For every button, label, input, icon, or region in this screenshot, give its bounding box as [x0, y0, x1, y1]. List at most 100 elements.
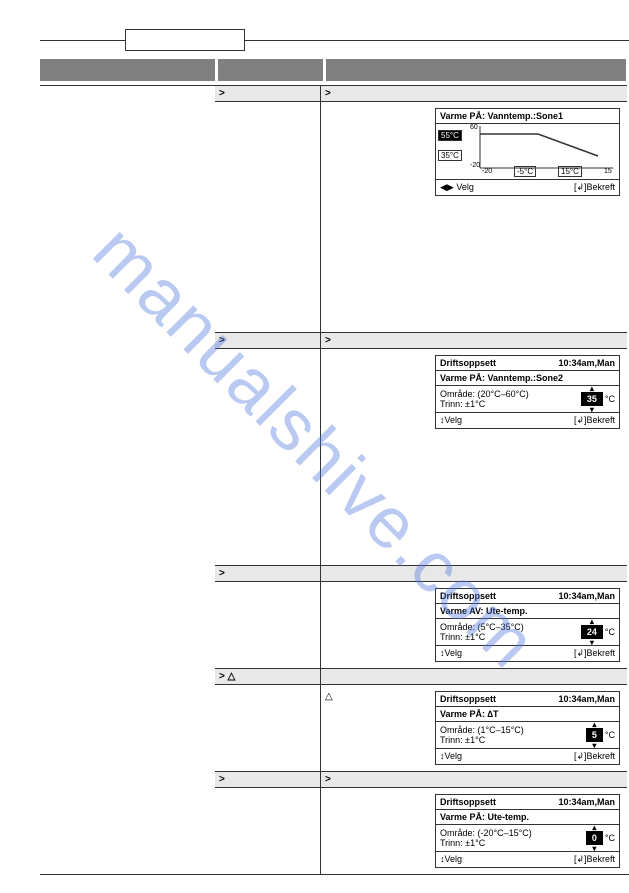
- title-left: Driftsoppsett: [440, 358, 496, 368]
- step-text: Trinn: ±1°C: [440, 399, 529, 409]
- foot-right[interactable]: [↲]Bekreft: [574, 182, 615, 193]
- value-box[interactable]: 0: [586, 831, 603, 845]
- section-head-right: >: [321, 86, 627, 101]
- header-col-3: [326, 59, 626, 81]
- panel-title: Driftsoppsett 10:34am,Man: [436, 692, 619, 707]
- range-text: Område: (5°C–35°C): [440, 622, 524, 632]
- panel-body: Område: (20°C–60°C) Trinn: ±1°C 35°C: [436, 386, 619, 412]
- section-body-right: [321, 202, 627, 332]
- panel-foot: ↕Velg [↲]Bekreft: [436, 412, 619, 428]
- panel-foot: ↕Velg [↲]Bekreft: [436, 851, 619, 867]
- section-body: [215, 435, 627, 565]
- panel-body: Område: (1°C–15°C) Trinn: ±1°C 5°C: [436, 722, 619, 748]
- foot-left[interactable]: ↕Velg: [440, 751, 462, 762]
- section-body-right: Driftsoppsett10:34am,Man Varme PÅ: Ute-t…: [321, 788, 627, 874]
- section-body: Driftsoppsett10:34am,Man Varme PÅ: Ute-t…: [215, 788, 627, 874]
- panel-body: Område: (-20°C–15°C) Trinn: ±1°C 0°C: [436, 825, 619, 851]
- x-l: -20: [482, 168, 492, 175]
- left-column: [40, 85, 215, 874]
- section-body: Driftsoppsett10:34am,Man Varme PÅ: Vannt…: [215, 349, 627, 435]
- foot-left[interactable]: ↕Velg: [440, 854, 462, 865]
- panel-foot: ↕Velg [↲]Bekreft: [436, 748, 619, 764]
- step-text: Trinn: ±1°C: [440, 735, 524, 745]
- section-body-right: Driftsoppsett10:34am,Man Varme PÅ: Vannt…: [321, 349, 627, 435]
- title-left: Driftsoppsett: [440, 694, 496, 704]
- value-panel: Driftsoppsett10:34am,Man Varme AV: Ute-t…: [435, 588, 620, 662]
- value-group: 24°C: [581, 627, 615, 637]
- value-unit: °C: [605, 394, 615, 404]
- section-head: >>: [215, 85, 627, 102]
- chart-panel: Varme PÅ: Vanntemp.:Sone1 55°C 35°C 60 -…: [435, 108, 620, 196]
- section-body: △ Driftsoppsett10:34am,Man Varme PÅ: ∆T …: [215, 685, 627, 771]
- section-body-left: [215, 685, 321, 771]
- section-head-right: [321, 566, 627, 581]
- section-body-left: [215, 788, 321, 874]
- section-body: Driftsoppsett10:34am,Man Varme AV: Ute-t…: [215, 582, 627, 668]
- section-body-left: [215, 435, 321, 565]
- foot-right[interactable]: [↲]Bekreft: [574, 854, 615, 865]
- section-head-right: >: [321, 772, 627, 787]
- title-right: 10:34am,Man: [558, 358, 615, 368]
- section-text: [325, 108, 435, 196]
- panel-range-group: Område: (1°C–15°C) Trinn: ±1°C: [440, 725, 524, 745]
- value-group: 0°C: [586, 833, 615, 843]
- foot-right[interactable]: [↲]Bekreft: [574, 415, 615, 426]
- title-left: Driftsoppsett: [440, 591, 496, 601]
- y-bot: -20: [470, 162, 480, 169]
- value-unit: °C: [605, 730, 615, 740]
- title-right: 10:34am,Man: [558, 694, 615, 704]
- panel-body: Område: (5°C–35°C) Trinn: ±1°C 24°C: [436, 619, 619, 645]
- section-head-left: > △: [215, 669, 321, 684]
- section-body-right: Varme PÅ: Vanntemp.:Sone1 55°C 35°C 60 -…: [321, 102, 627, 202]
- value-unit: °C: [605, 627, 615, 637]
- header-col-1: [40, 59, 215, 81]
- section-head: >>: [215, 332, 627, 349]
- value-group: 5°C: [586, 730, 615, 740]
- value-box[interactable]: 24: [581, 625, 603, 639]
- foot-left[interactable]: ◀▶ Velg: [440, 182, 474, 193]
- section-body-right: △ Driftsoppsett10:34am,Man Varme PÅ: ∆T …: [321, 685, 627, 771]
- value-panel: Driftsoppsett10:34am,Man Varme PÅ: Ute-t…: [435, 794, 620, 868]
- table-body: >> Varme PÅ: Vanntemp.:Sone1 55°C 35°C 6…: [40, 81, 629, 875]
- foot-right[interactable]: [↲]Bekreft: [574, 648, 615, 659]
- title-right: 10:34am,Man: [558, 797, 615, 807]
- value-unit: °C: [605, 833, 615, 843]
- range-text: Område: (1°C–15°C): [440, 725, 524, 735]
- x-r: 15: [604, 168, 612, 175]
- panel-range-group: Område: (20°C–60°C) Trinn: ±1°C: [440, 389, 529, 409]
- range-text: Område: (-20°C–15°C): [440, 828, 532, 838]
- panel-foot: ↕Velg [↲]Bekreft: [436, 645, 619, 661]
- range-text: Område: (20°C–60°C): [440, 389, 529, 399]
- foot-right[interactable]: [↲]Bekreft: [574, 751, 615, 762]
- section-body-left: [215, 582, 321, 668]
- section-head-right: [321, 669, 627, 684]
- section-body-left: [215, 349, 321, 435]
- value-panel: Driftsoppsett10:34am,Man Varme PÅ: ∆T Om…: [435, 691, 620, 765]
- value-group: 35°C: [581, 394, 615, 404]
- foot-left[interactable]: ↕Velg: [440, 415, 462, 426]
- section-body-left: [215, 202, 321, 332]
- section-head: >>: [215, 771, 627, 788]
- section-head-left: >: [215, 86, 321, 101]
- title-left: Driftsoppsett: [440, 797, 496, 807]
- y-top: 60: [470, 124, 478, 131]
- y-label-hi: 55°C: [438, 130, 462, 141]
- section-text: △: [325, 691, 435, 765]
- section-head-right: >: [321, 333, 627, 348]
- value-box[interactable]: 5: [586, 728, 603, 742]
- section-text: [325, 441, 435, 559]
- section-head-left: >: [215, 333, 321, 348]
- section-body-right: [321, 435, 627, 565]
- section-text: [325, 794, 435, 868]
- foot-left[interactable]: ↕Velg: [440, 648, 462, 659]
- value-box[interactable]: 35: [581, 392, 603, 406]
- section-body: Varme PÅ: Vanntemp.:Sone1 55°C 35°C 60 -…: [215, 102, 627, 202]
- y-label-lo: 35°C: [438, 150, 462, 161]
- x-m1: -5°C: [514, 166, 536, 177]
- panel-title: Driftsoppsett 10:34am,Man: [436, 356, 619, 371]
- section-body: [215, 202, 627, 332]
- x-m2: 15°C: [558, 166, 582, 177]
- section-body-right: Driftsoppsett10:34am,Man Varme AV: Ute-t…: [321, 582, 627, 668]
- page-root: >> Varme PÅ: Vanntemp.:Sone1 55°C 35°C 6…: [0, 0, 629, 875]
- section-head-left: >: [215, 566, 321, 581]
